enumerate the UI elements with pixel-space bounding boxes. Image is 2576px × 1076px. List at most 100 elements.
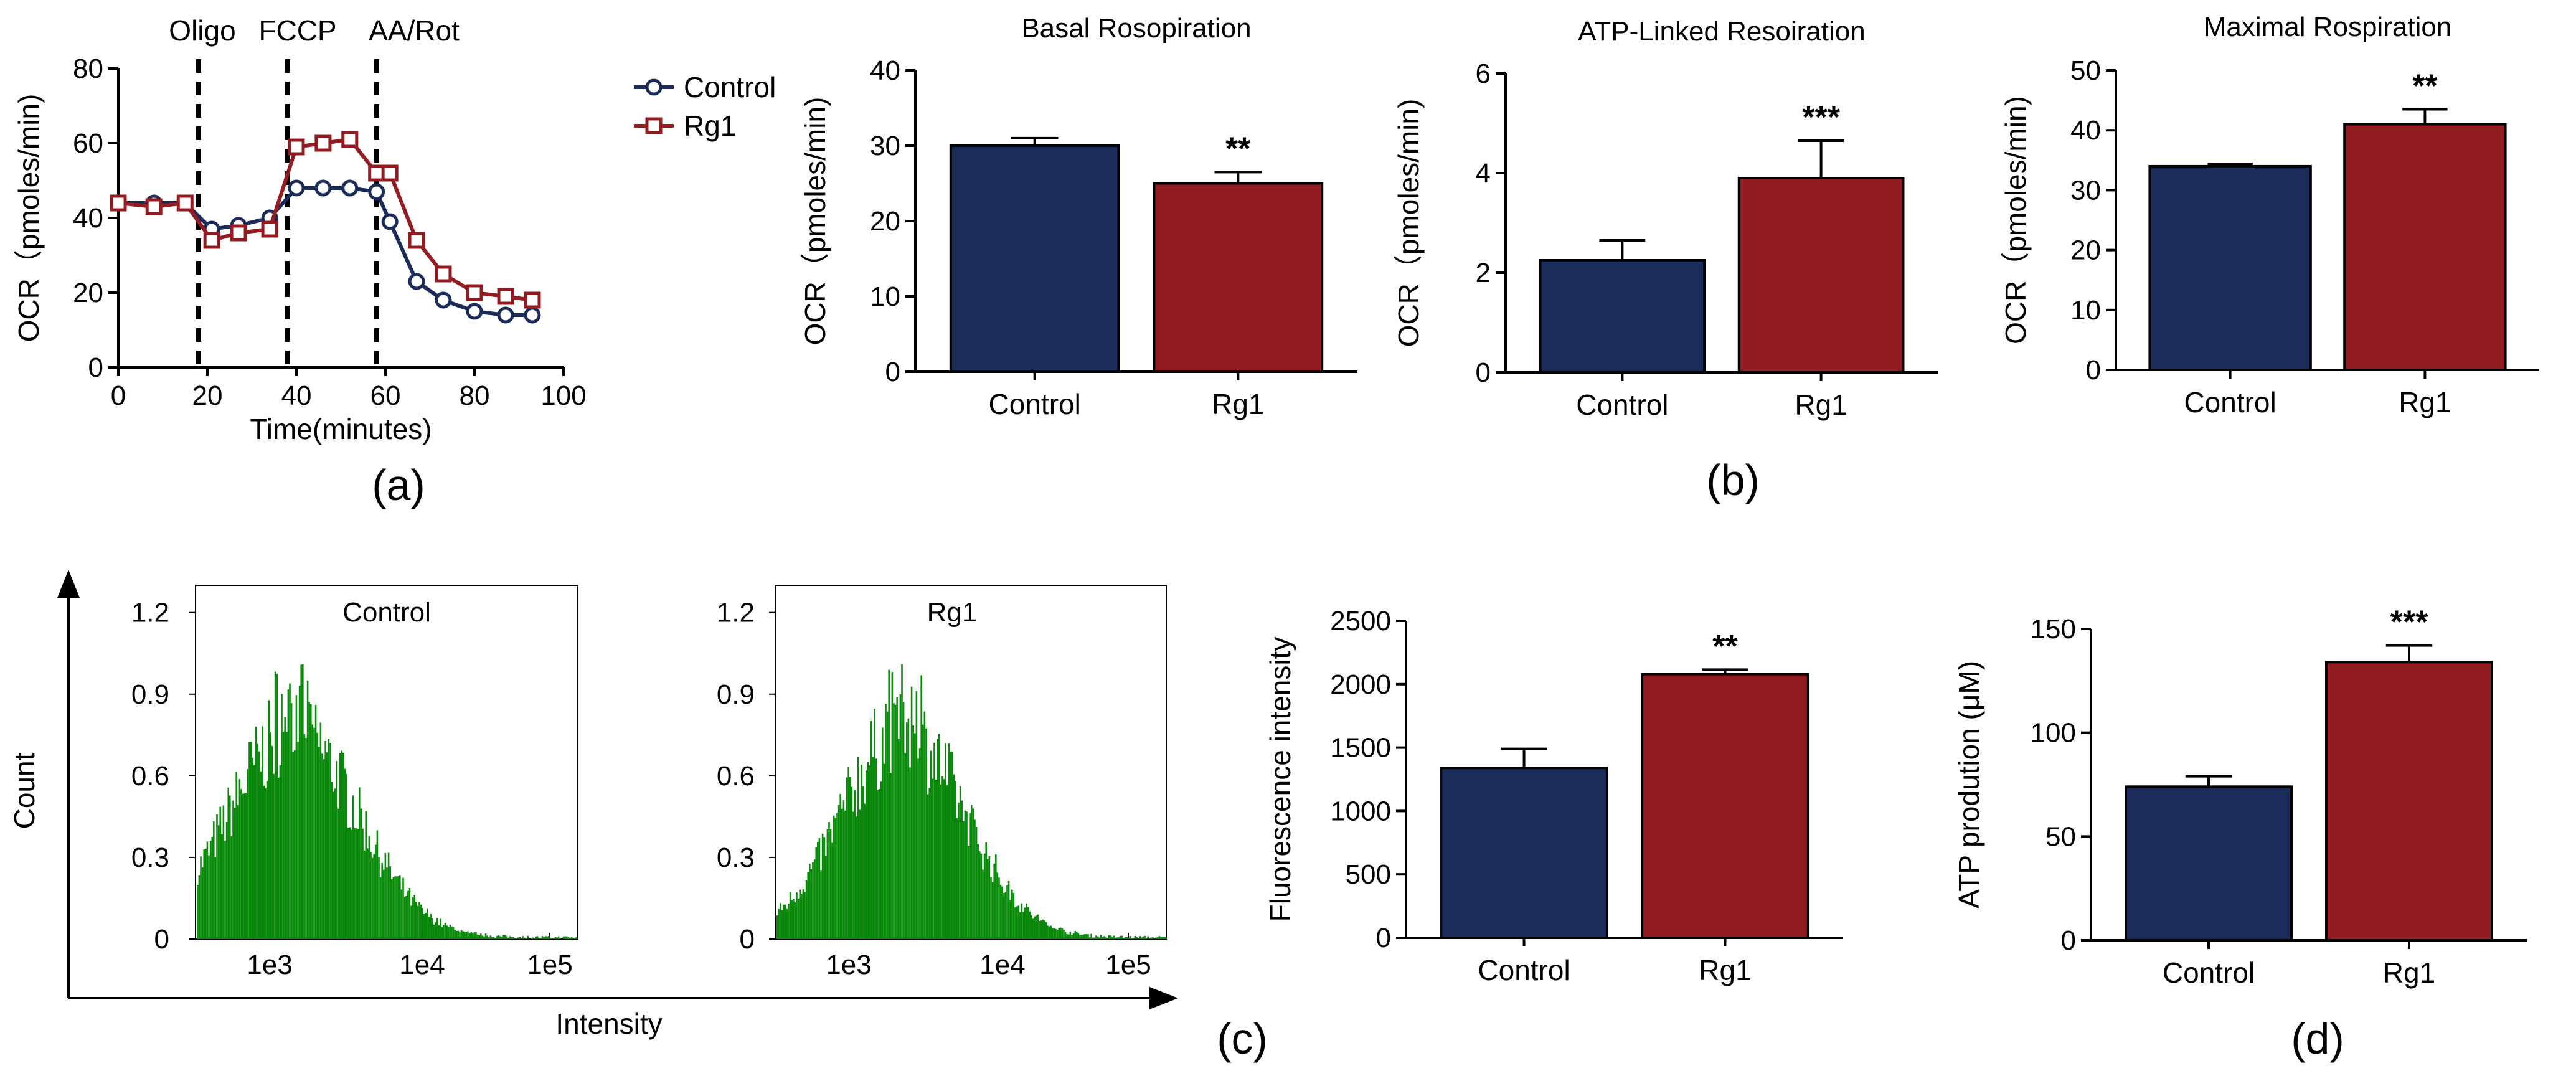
histogram-bin xyxy=(920,675,922,939)
histogram-bin xyxy=(329,743,331,939)
data-point-rg1 xyxy=(408,232,425,249)
histogram-bin xyxy=(867,762,869,939)
histogram-bin xyxy=(365,811,367,939)
histogram-bin xyxy=(1024,907,1026,939)
histogram-bin xyxy=(844,810,846,939)
histogram-bin xyxy=(294,750,296,939)
x-category-label: Control xyxy=(1478,954,1570,986)
histogram-bin xyxy=(290,703,293,939)
histogram-bin xyxy=(541,936,544,939)
histogram-bin xyxy=(963,821,965,939)
histogram-bin xyxy=(1108,935,1110,939)
histogram-bin xyxy=(391,879,393,939)
histogram-bin xyxy=(1155,937,1157,939)
histogram-bin xyxy=(847,767,849,939)
histogram-bin xyxy=(1092,937,1094,939)
panel-label-b: (b) xyxy=(1706,456,1760,504)
histogram-control: Control 0 0.3 0.6 0.9 1.2 1e3 1e4 1e5 xyxy=(131,585,578,980)
histogram-bin xyxy=(1125,937,1126,939)
histogram-bin xyxy=(991,882,994,939)
histogram-bin xyxy=(955,781,956,939)
bar-control xyxy=(1440,767,1608,940)
data-point-rg1 xyxy=(435,265,452,283)
histogram-bin xyxy=(289,683,291,939)
histogram-bin xyxy=(1165,937,1167,939)
x-tick-label: 1e5 xyxy=(1105,950,1151,980)
histogram-bin xyxy=(859,809,861,939)
histogram-bin xyxy=(370,851,372,939)
histogram-bin xyxy=(804,891,806,939)
histogram-bin xyxy=(326,752,328,939)
histogram-bin xyxy=(266,781,268,939)
histogram-bin xyxy=(846,777,848,939)
histogram-bin xyxy=(888,669,890,939)
histogram-bin xyxy=(874,709,875,939)
histogram-bin xyxy=(891,671,894,939)
histogram-bin xyxy=(1064,932,1067,939)
x-tick-label: 80 xyxy=(460,380,490,411)
histogram-bin xyxy=(786,908,788,939)
histogram-bin xyxy=(331,781,333,939)
histogram-bin xyxy=(810,869,813,939)
panel-label-c: (c) xyxy=(1217,1014,1268,1063)
histogram-bin xyxy=(930,750,932,939)
histogram-bin xyxy=(459,932,461,939)
histogram-bin xyxy=(1106,938,1108,939)
histogram-bin xyxy=(1071,935,1073,939)
y-tick-label: 80 xyxy=(73,54,103,84)
chart-title: Maximal Rospiration xyxy=(2204,12,2452,42)
histogram-bin xyxy=(1150,937,1153,939)
histogram-bin xyxy=(302,664,304,939)
histogram-bin xyxy=(910,686,913,939)
histogram-bin xyxy=(562,936,565,939)
histogram-bin xyxy=(355,828,357,939)
y-tick-label: 0.9 xyxy=(131,679,169,710)
histogram-bin xyxy=(799,889,801,939)
legend-marker xyxy=(645,117,663,134)
x-tick-label: 1e4 xyxy=(399,950,445,980)
histogram-bin xyxy=(234,807,236,939)
histogram-bin xyxy=(1042,919,1044,939)
histogram-bin xyxy=(512,937,514,939)
histogram-bin xyxy=(282,731,285,939)
histogram-bin xyxy=(1052,928,1054,939)
histogram-bin xyxy=(203,849,205,939)
histogram-bin xyxy=(383,869,385,939)
histogram-bin xyxy=(1121,935,1123,939)
histogram-bin xyxy=(813,859,816,939)
data-point-control xyxy=(497,306,514,324)
histogram-bin xyxy=(1012,893,1015,939)
histogram-bin xyxy=(245,793,247,939)
histogram-bin xyxy=(809,864,811,939)
histogram-bin xyxy=(969,813,971,939)
y-tick-label: 10 xyxy=(2070,295,2101,326)
histogram-bin xyxy=(303,734,306,939)
histogram-bin xyxy=(554,937,557,939)
histogram-bin xyxy=(1105,937,1107,939)
histogram-bin xyxy=(488,937,490,939)
histogram-bin xyxy=(1136,937,1138,939)
x-category-label: Rg1 xyxy=(2383,956,2435,989)
y-tick-label: 40 xyxy=(2070,115,2101,146)
histogram-bin xyxy=(268,700,270,939)
histogram-bin xyxy=(877,790,879,939)
y-tick-label: 0 xyxy=(1376,923,1391,953)
bar-rg1 xyxy=(2325,661,2493,942)
histogram-bin xyxy=(1133,938,1135,939)
histogram-bin xyxy=(875,758,877,939)
histogram-bin xyxy=(201,867,204,939)
histogram-bin xyxy=(491,937,493,939)
histogram-bin xyxy=(402,877,404,939)
y-axis-label: Fluorescence intensity xyxy=(1264,637,1296,922)
histogram-bin xyxy=(438,925,440,939)
histogram-bin xyxy=(1120,935,1121,939)
histogram-bin xyxy=(229,795,231,939)
x-category-label: Rg1 xyxy=(1795,389,1847,421)
histogram-bin xyxy=(842,800,845,939)
histogram-bin xyxy=(276,674,278,939)
histogram-bin xyxy=(371,857,374,939)
histogram-bin xyxy=(496,936,498,939)
histogram-bin xyxy=(1004,892,1007,939)
histogram-bin xyxy=(1116,937,1118,939)
y-tick-label: 1500 xyxy=(1330,733,1391,763)
